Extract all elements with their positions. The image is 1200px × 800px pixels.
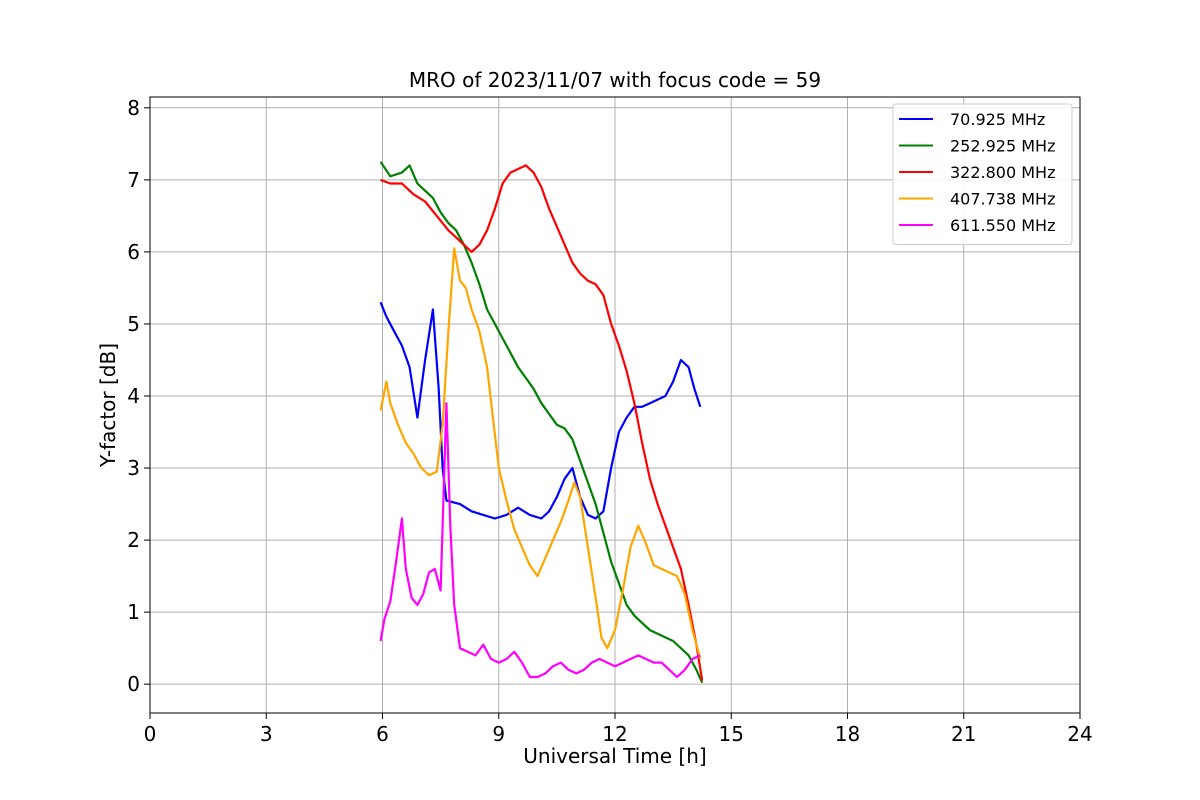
y-tick-label: 4 [127, 384, 140, 408]
x-tick-label: 24 [1067, 722, 1092, 746]
y-tick-label: 8 [127, 96, 140, 120]
y-tick-label: 5 [127, 312, 140, 336]
y-tick-label: 0 [127, 672, 140, 696]
x-tick-label: 9 [492, 722, 505, 746]
series-line-3 [379, 247, 702, 660]
chart-title: MRO of 2023/11/07 with focus code = 59 [409, 68, 821, 92]
series-line-1 [379, 161, 704, 684]
x-tick-label: 18 [835, 722, 860, 746]
legend-label-3: 407.738 MHz [950, 190, 1055, 209]
y-tick-label: 1 [127, 600, 140, 624]
x-tick-label: 3 [260, 722, 273, 746]
y-tick-label: 7 [127, 168, 140, 192]
x-tick-label: 6 [376, 722, 389, 746]
series-layer [379, 161, 704, 684]
series-line-2 [380, 164, 704, 681]
x-tick-label: 15 [719, 722, 744, 746]
legend-label-4: 611.550 MHz [950, 216, 1055, 235]
legend: 70.925 MHz 252.925 MHz 322.800 MHz 407.738 … [892, 103, 1073, 245]
y-tick-label: 6 [127, 240, 140, 264]
legend-label-0: 70.925 MHz [950, 110, 1045, 129]
legend-box [892, 103, 1073, 245]
x-tick-label: 12 [602, 722, 627, 746]
x-axis-label: Universal Time [h] [523, 744, 706, 768]
series-line-0 [379, 301, 702, 520]
x-tick-label: 0 [144, 722, 157, 746]
legend-label-2: 322.800 MHz [950, 163, 1055, 182]
x-tick-label: 21 [951, 722, 976, 746]
y-axis-label: Y-factor [dB] [96, 343, 120, 468]
series-line-4 [379, 402, 701, 679]
y-tick-label: 3 [127, 456, 140, 480]
legend-label-1: 252.925 MHz [950, 137, 1055, 156]
y-tick-label: 2 [127, 528, 140, 552]
